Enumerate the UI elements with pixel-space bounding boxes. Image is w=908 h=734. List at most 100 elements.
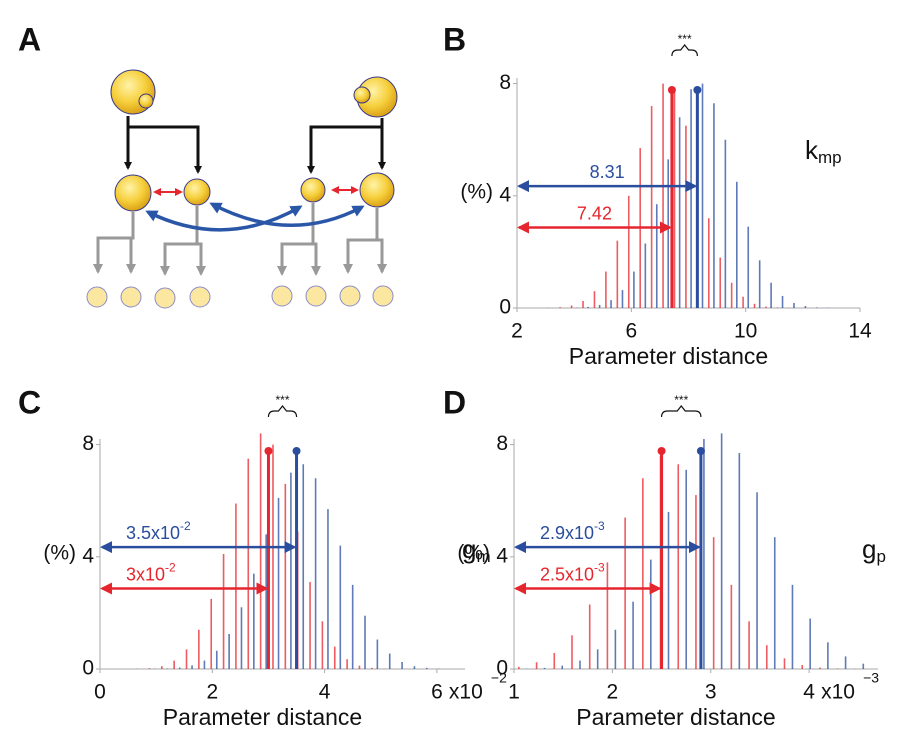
bar — [148, 668, 151, 669]
bar — [606, 562, 609, 669]
x-multiplier-exp: −2 — [491, 670, 507, 686]
bar — [765, 306, 767, 308]
y-tick-label: 0 — [499, 296, 511, 319]
bar — [314, 478, 317, 669]
bar — [413, 666, 416, 669]
bar — [290, 472, 292, 669]
black-arrows — [124, 116, 386, 174]
y-tick-label: 8 — [82, 432, 94, 455]
mean-label: 2.9x10-3 — [540, 519, 605, 543]
bar — [596, 649, 599, 669]
bar — [570, 305, 573, 308]
parameter-base: g — [462, 534, 476, 564]
bar — [819, 667, 821, 669]
bar — [284, 483, 287, 669]
bar — [610, 300, 612, 308]
x-tick-label: 10 — [734, 320, 757, 343]
mean-dot — [292, 447, 301, 455]
panel-label: D — [443, 384, 466, 420]
bar — [690, 89, 692, 308]
mean-label-exp: -3 — [594, 561, 605, 575]
bar — [685, 125, 687, 309]
bar — [222, 554, 225, 669]
bar — [593, 291, 596, 308]
bar — [185, 649, 188, 669]
mean-label-exp: -2 — [165, 561, 176, 575]
parameter-label: gp — [862, 534, 886, 567]
parameter-label: gm — [462, 534, 491, 567]
y-axis-label: (%) — [460, 181, 493, 204]
bar — [703, 439, 705, 669]
bar — [758, 260, 761, 308]
bar — [339, 545, 342, 669]
red-arrows — [153, 186, 359, 196]
bar — [685, 469, 688, 669]
bar — [804, 306, 807, 308]
bar — [701, 83, 704, 308]
bar — [247, 458, 250, 669]
bar — [677, 464, 680, 669]
bar — [801, 665, 803, 669]
parameter-base: g — [862, 534, 876, 564]
bar — [667, 511, 670, 669]
x-tick-label: 0 — [94, 681, 106, 704]
panel-label: A — [18, 21, 41, 57]
mean-label: 2.5x10-3 — [540, 561, 605, 585]
bar — [166, 668, 169, 669]
x-tick-label: 4 — [803, 681, 815, 704]
mean-dot — [693, 86, 702, 94]
parameter-sub: mp — [818, 148, 842, 167]
bar — [673, 92, 676, 309]
bar — [333, 646, 336, 669]
y-axis-label: (%) — [457, 542, 490, 565]
bar — [598, 304, 601, 308]
bar — [228, 633, 230, 669]
parameter-sub: p — [876, 547, 885, 566]
bar — [518, 666, 520, 669]
bar — [816, 307, 818, 308]
bar — [621, 290, 624, 308]
significance: *** — [678, 32, 692, 46]
x-tick-label: 14 — [848, 320, 872, 343]
bar — [773, 537, 776, 669]
mean-label-exp: -2 — [180, 519, 191, 533]
bar — [579, 660, 581, 669]
y-axis-label: (%) — [43, 542, 76, 565]
x-tick-label: 4 — [319, 681, 331, 704]
x-axis-label: Parameter distance — [569, 343, 768, 369]
bar — [259, 433, 262, 669]
bar — [401, 661, 403, 669]
bar — [371, 667, 373, 669]
bar — [215, 650, 218, 669]
bar — [844, 656, 847, 669]
bar — [346, 659, 348, 669]
bar — [203, 660, 206, 669]
bar — [240, 607, 243, 669]
x-tick-label: 2 — [511, 320, 523, 343]
bar — [713, 103, 715, 309]
bar — [627, 195, 630, 308]
bar — [742, 296, 744, 308]
mean-dot — [667, 86, 676, 94]
significance: *** — [674, 393, 688, 407]
x-multiplier: x10 — [449, 681, 483, 704]
x-tick-label: 1 — [508, 681, 520, 704]
bar — [781, 295, 784, 308]
bar — [376, 639, 379, 669]
bar — [309, 582, 311, 669]
parameter-label: kmp — [805, 135, 842, 168]
mean-label: 3x10-2 — [126, 561, 176, 585]
x-axis-label: Parameter distance — [576, 704, 775, 730]
significance-bracket — [671, 44, 698, 57]
bar — [265, 534, 267, 669]
panel-label: B — [443, 21, 466, 57]
chart: B 0 4 8 2 6 10 14 Parameter distance (%) kmp 7.42 8.… — [443, 21, 872, 369]
bar — [616, 240, 619, 308]
bar — [178, 667, 181, 669]
x-multiplier-exp: −3 — [863, 670, 879, 686]
bar — [793, 302, 795, 308]
bar — [559, 307, 561, 308]
x-tick-label: 6 — [431, 681, 443, 704]
bar — [633, 271, 635, 308]
